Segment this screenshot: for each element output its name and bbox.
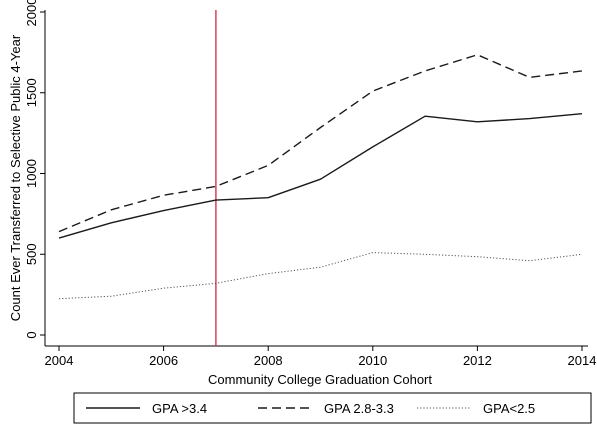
axes: 0 500 1000 1500 2000 2004 2006 2008 2010 2012 2014 — [24, 0, 596, 368]
y-tick-label: 500 — [24, 243, 39, 265]
x-tick-label: 2014 — [568, 353, 597, 368]
x-tick-label: 2012 — [463, 353, 492, 368]
series-line-2 — [58, 54, 583, 233]
y-tick-label: 1500 — [24, 78, 39, 107]
legend-label: GPA >3.4 — [152, 401, 207, 416]
series-line-3 — [58, 252, 583, 300]
x-axis-title: Community College Graduation Cohort — [208, 372, 432, 387]
legend: GPA >3.4 GPA 2.8-3.3 GPA<2.5 — [73, 392, 592, 424]
y-tick-label: 0 — [24, 331, 39, 338]
x-tick-label: 2010 — [358, 353, 387, 368]
y-axis-title: Count Ever Transferred to Selective Publ… — [8, 34, 23, 321]
series-line-1 — [58, 113, 583, 239]
y-tick-label: 2000 — [24, 0, 39, 26]
plot-area — [58, 10, 583, 346]
x-tick-label: 2004 — [45, 353, 74, 368]
y-tick-label: 1000 — [24, 159, 39, 188]
legend-label: GPA 2.8-3.3 — [324, 401, 394, 416]
legend-label: GPA<2.5 — [483, 401, 535, 416]
x-tick-label: 2008 — [254, 353, 283, 368]
legend-box — [73, 392, 592, 424]
x-tick-label: 2006 — [149, 353, 178, 368]
